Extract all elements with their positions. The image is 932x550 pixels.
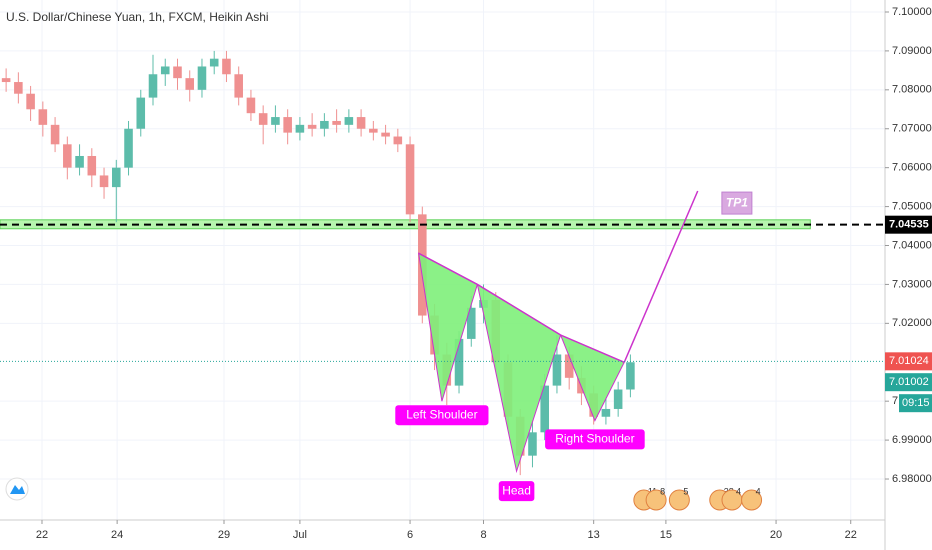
candle-body (75, 155, 84, 168)
y-tick-label: 7.02000 (892, 317, 932, 329)
candle-body (344, 117, 354, 125)
candle-body (63, 144, 72, 168)
bid-label: 7.01002 (889, 376, 929, 388)
x-tick-label: 22 (36, 529, 48, 541)
candle-body (87, 155, 97, 176)
candle-body (14, 82, 23, 94)
candle-body (124, 128, 133, 168)
x-tick-label: 20 (770, 529, 782, 541)
candle-body (626, 362, 635, 390)
event-label: 5 (683, 486, 688, 496)
candle-body (160, 66, 170, 75)
candle-body (381, 132, 390, 137)
candle-body (185, 78, 195, 90)
candle-body (466, 307, 476, 339)
candle-body (173, 66, 182, 79)
candle-body (356, 117, 366, 129)
candle-body (234, 74, 243, 98)
y-tick-label: 7.07000 (892, 123, 932, 135)
pattern-neckline (418, 252, 625, 363)
countdown-tag (899, 394, 932, 413)
y-tick-label: 7.03000 (892, 278, 932, 290)
candle-body (26, 93, 35, 110)
pattern-label: Left Shoulder (406, 407, 477, 421)
level-tag-label: 7.04535 (889, 219, 929, 231)
candle-body (613, 389, 623, 409)
candle-body (50, 124, 60, 145)
pattern-label: Right Shoulder (555, 431, 634, 445)
level-tag (885, 215, 932, 234)
x-tick-label: 22 (845, 529, 857, 541)
last-price-tag (885, 352, 932, 371)
event-icon (741, 489, 763, 511)
candle-body (99, 175, 109, 188)
y-tick-label: 7.05000 (892, 200, 932, 212)
x-tick-label: 24 (111, 529, 123, 541)
candle-body (38, 109, 48, 125)
pattern-label-box (545, 429, 645, 450)
event-label: 4 (756, 486, 761, 496)
candle-body (320, 120, 329, 129)
y-tick-label: 7.09000 (892, 45, 932, 57)
candle-body (540, 385, 549, 433)
logo[interactable] (5, 477, 29, 501)
candle-body (564, 354, 574, 378)
candle-body (393, 136, 403, 145)
candle-body (454, 338, 464, 386)
x-tick-label: 15 (660, 529, 672, 541)
bid-tag (885, 373, 932, 392)
pattern-label-box (395, 405, 489, 426)
target-box (721, 191, 753, 215)
y-tick-label: 6.98000 (892, 473, 932, 485)
grid (0, 0, 885, 520)
pattern-label: Head (502, 483, 531, 497)
candle-body (405, 144, 415, 215)
candle-body (112, 167, 121, 188)
x-tick-label: 13 (588, 529, 600, 541)
y-tick-label: 7.08000 (892, 84, 932, 96)
target-label: TP1 (726, 195, 748, 209)
candle-body (601, 408, 611, 417)
event-icon (645, 489, 667, 511)
candle-body (528, 432, 537, 456)
chart-title: U.S. Dollar/Chinese Yuan, 1h, FXCM, Heik… (6, 10, 269, 24)
candle-body (246, 97, 256, 114)
x-tick-label: 29 (218, 529, 230, 541)
candle-body (271, 117, 280, 125)
y-tick-label: 7.10000 (892, 6, 932, 18)
candle-body (209, 58, 219, 67)
candle-body (258, 113, 268, 125)
x-tick-label: 6 (407, 529, 413, 541)
axes: 7.10000 7.09000 7.08000 7.07000 7.06000 7.050… (36, 6, 932, 541)
event-label: 8 (660, 486, 665, 496)
pattern-label-box (498, 481, 535, 502)
candle-body (307, 124, 317, 129)
candle-body (552, 354, 562, 386)
candle-body (1, 78, 11, 83)
y-tick-label: 7.06000 (892, 162, 932, 174)
x-tick-label: Jul (293, 529, 307, 541)
y-tick-label: 7.04000 (892, 239, 932, 251)
candle-body (369, 128, 378, 133)
countdown-label: 09:15 (902, 397, 930, 409)
candle-body (136, 97, 146, 129)
last-price-label: 7.01024 (889, 355, 929, 367)
event-icon (668, 489, 690, 511)
candle-body (148, 74, 158, 98)
pattern-projection (623, 190, 699, 363)
candle-body (283, 117, 292, 133)
candle-body (222, 58, 231, 75)
x-tick-label: 8 (480, 529, 486, 541)
y-tick-label: 6.99000 (892, 434, 932, 446)
candle-body (197, 66, 207, 90)
candle-body (332, 120, 341, 125)
event-label: 4 (736, 486, 741, 496)
candle-body (295, 124, 305, 133)
